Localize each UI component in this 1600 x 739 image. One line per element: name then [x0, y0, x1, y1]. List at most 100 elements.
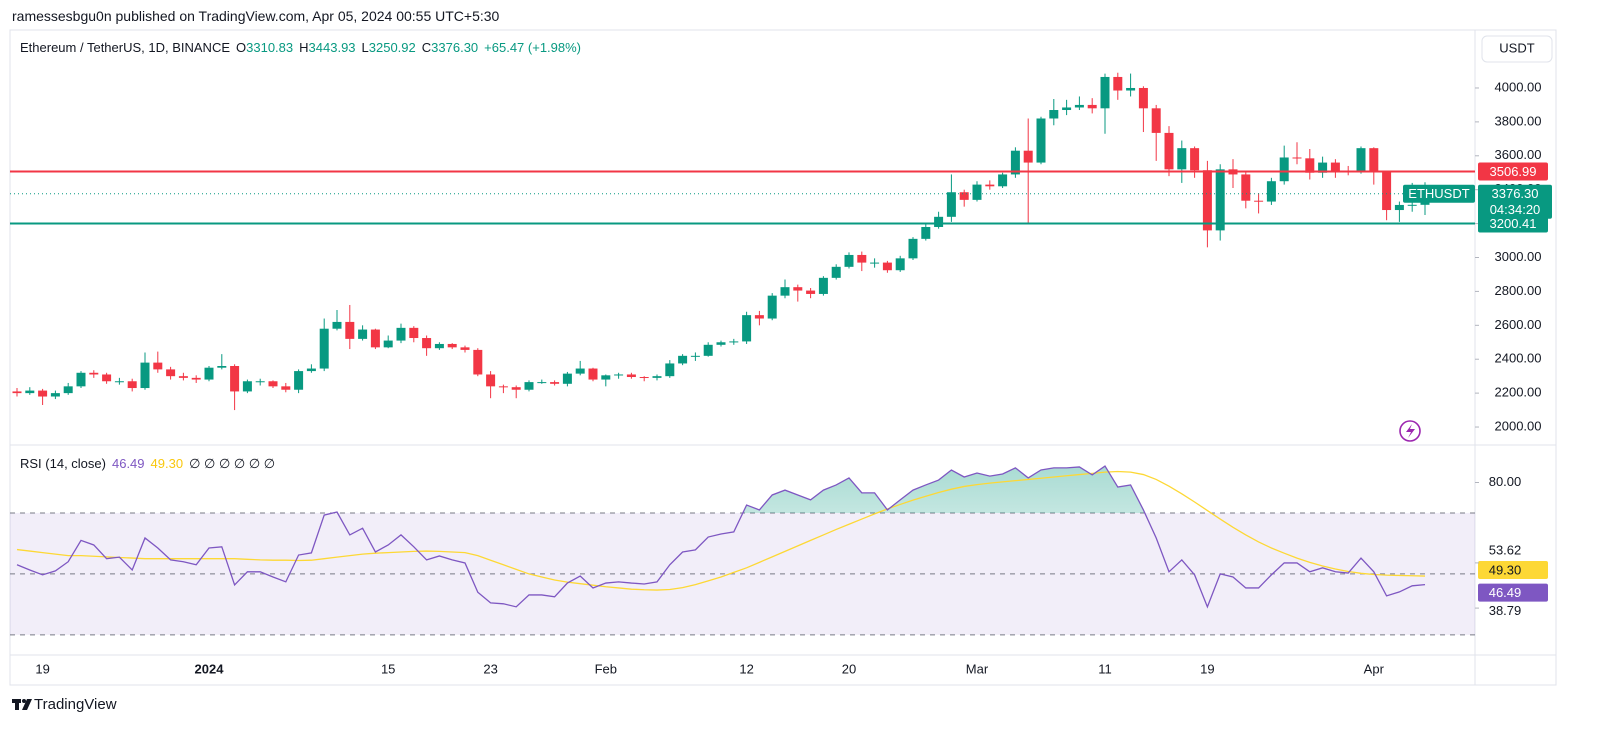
price-badge — [1478, 162, 1548, 181]
alert-icon[interactable] — [1399, 420, 1421, 442]
candle-body — [383, 340, 393, 348]
candle-body — [524, 382, 534, 390]
candle-body — [332, 321, 342, 329]
y-tick-label: 2600.00 — [1495, 317, 1542, 332]
candle-body — [1369, 148, 1379, 172]
candle-body — [127, 381, 137, 389]
candle-body — [191, 377, 201, 380]
candle-body — [652, 376, 662, 378]
candle-body — [998, 174, 1008, 187]
candle-body — [921, 226, 931, 239]
candle-body — [1292, 157, 1302, 159]
x-tick-label: Apr — [1364, 661, 1385, 676]
candle-body — [396, 327, 406, 341]
rsi-legend: RSI (14, close) 46.49 49.30 ∅ ∅ ∅ ∅ ∅ ∅ — [20, 456, 281, 472]
symbol-title: Ethereum / TetherUS, 1D, BINANCE — [20, 40, 231, 55]
candle-body — [178, 376, 188, 378]
candle-body — [153, 362, 163, 370]
y-tick-label: 3600.00 — [1495, 147, 1542, 162]
y-tick-label: 3800.00 — [1495, 113, 1542, 128]
candle-body — [1164, 132, 1174, 170]
candle-body — [12, 391, 22, 394]
candle-body — [742, 315, 752, 342]
candle-body — [959, 192, 969, 200]
candle-body — [844, 254, 854, 267]
candle-body — [140, 362, 150, 389]
countdown: 04:34:20 — [1490, 202, 1541, 217]
candle-body — [204, 367, 214, 380]
candle-body — [934, 216, 944, 227]
brand-logo — [12, 699, 32, 710]
candle-body — [537, 382, 547, 384]
candle-body — [588, 368, 598, 380]
legend-high: 3443.93 — [308, 40, 356, 55]
candle-body — [1215, 169, 1225, 231]
ohlc: O3310.83 — [236, 40, 299, 55]
value-badge — [1478, 561, 1548, 580]
brand: TradingView — [34, 696, 117, 713]
candle-body — [1190, 148, 1200, 171]
candle-body — [665, 363, 675, 377]
candle-body — [626, 374, 636, 378]
x-tick-label: 11 — [1098, 661, 1112, 676]
candle-body — [908, 238, 918, 259]
rsi-title: RSI (14, close) — [20, 456, 106, 471]
candle-body — [460, 347, 470, 350]
candle-body — [1126, 87, 1136, 91]
ohlc: C3376.30 — [422, 40, 484, 55]
x-tick-label: Mar — [966, 661, 989, 676]
frame — [9, 29, 1557, 686]
candle-body — [76, 372, 86, 387]
candle-body — [562, 373, 572, 384]
candle-body — [614, 374, 624, 376]
x-tick-label: 20 — [842, 661, 856, 676]
legend-change: +65.47 (+1.98%) — [484, 40, 582, 55]
candle-body — [1087, 104, 1097, 109]
candle-body — [1023, 150, 1033, 163]
candle-body — [1382, 171, 1392, 211]
price-badge — [1478, 214, 1548, 233]
price-badge-label: 3506.99 — [1490, 164, 1537, 179]
candle-body — [50, 393, 60, 397]
candle-body — [1266, 181, 1276, 202]
candle-body — [1279, 157, 1289, 182]
candle-body — [882, 262, 892, 271]
candle-body — [818, 277, 828, 294]
candle-body — [319, 328, 329, 369]
candle-body — [550, 382, 560, 384]
candle-body — [690, 355, 700, 357]
ohlc: H3443.93 — [299, 40, 361, 55]
x-tick-label: 12 — [739, 661, 753, 676]
x-tick-label: Feb — [595, 661, 617, 676]
legend-low: 3250.92 — [368, 40, 416, 55]
value-badge — [1478, 583, 1548, 602]
y-tick-label: 2200.00 — [1495, 385, 1542, 400]
candle-body — [345, 321, 355, 339]
candle-body — [729, 341, 739, 343]
candle-body — [409, 327, 419, 339]
candle-body — [166, 369, 176, 377]
candle-body — [831, 266, 841, 278]
candle-body — [601, 375, 611, 380]
x-tick-label: 19 — [1200, 661, 1214, 676]
currency: USDT — [1499, 40, 1534, 55]
rsi-value: 46.49 — [111, 456, 145, 471]
legend-key: L — [361, 40, 369, 55]
price-legend: Ethereum / TetherUS, 1D, BINANCE O3310.8… — [20, 40, 587, 55]
candle-body — [1241, 174, 1251, 201]
value-badge-label: 46.49 — [1489, 585, 1522, 600]
candle-body — [511, 387, 521, 390]
candle-body — [985, 184, 995, 187]
candle-body — [767, 295, 777, 319]
overbought-fill — [17, 466, 1425, 513]
candle-body — [1074, 104, 1084, 108]
symbol-badge — [1403, 184, 1475, 203]
currency-button[interactable] — [1481, 35, 1553, 63]
candle-body — [1177, 148, 1187, 170]
rsi-ma-value: 49.30 — [150, 456, 184, 471]
ohlc: L3250.92 — [362, 40, 422, 55]
candle-body — [678, 355, 688, 364]
x-tick-label: 23 — [483, 661, 497, 676]
